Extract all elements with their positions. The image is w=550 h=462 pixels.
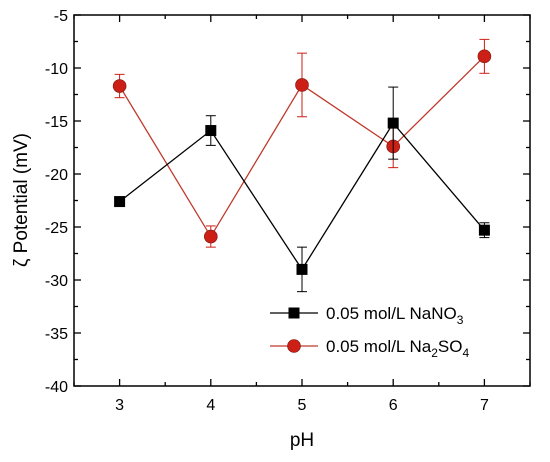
data-point (295, 78, 309, 92)
legend-text-part: 0.05 mol/L NaNO (326, 304, 457, 323)
legend-subscript: 4 (462, 346, 469, 360)
legend-marker (288, 307, 300, 319)
axis-tick-labels: 3 4 5 6 7 -5 -10 -15 -20 -25 -30 -35 -40 (45, 8, 489, 414)
y-tick-label: -35 (45, 326, 68, 343)
y-axis-title: ζ Potential (mV) (11, 133, 32, 267)
x-axis-title: pH (290, 430, 314, 451)
data-point (387, 117, 399, 129)
legend-text-part: 0.05 mol/L Na (326, 337, 432, 356)
legend: 0.05 mol/L NaNO3 0.05 mol/L Na2SO4 (270, 304, 469, 360)
y-tick-label: -5 (54, 8, 68, 25)
data-point (114, 196, 126, 208)
data-point (112, 79, 127, 93)
legend-item: 0.05 mol/L NaNO3 (270, 304, 464, 327)
series-0 (114, 86, 490, 293)
x-tick-label: 5 (298, 397, 307, 414)
y-tick-label: -20 (45, 167, 68, 184)
legend-label: 0.05 mol/L NaNO3 (326, 304, 464, 327)
data-point (478, 224, 490, 236)
x-tick-label: 3 (115, 397, 124, 414)
data-point (477, 49, 492, 64)
legend-subscript: 3 (457, 313, 464, 327)
x-tick-label: 7 (480, 397, 489, 414)
y-tick-label: -30 (45, 273, 68, 290)
data-point (204, 229, 218, 244)
axis-ticks (73, 14, 531, 387)
data-point (205, 125, 217, 137)
y-tick-label: -10 (45, 61, 68, 78)
legend-text-part: SO (438, 337, 463, 356)
series-1 (112, 38, 492, 248)
y-tick-label: -40 (45, 379, 68, 396)
x-tick-label: 4 (206, 397, 215, 414)
plot-marks (112, 38, 492, 293)
legend-label: 0.05 mol/L Na2SO4 (326, 337, 469, 360)
legend-subscript: 2 (431, 346, 438, 360)
y-tick-label: -15 (45, 114, 68, 131)
legend-item: 0.05 mol/L Na2SO4 (270, 337, 469, 360)
x-tick-label: 6 (389, 397, 398, 414)
data-point (296, 263, 308, 275)
y-tick-label: -25 (45, 220, 68, 237)
legend-marker (287, 339, 301, 353)
